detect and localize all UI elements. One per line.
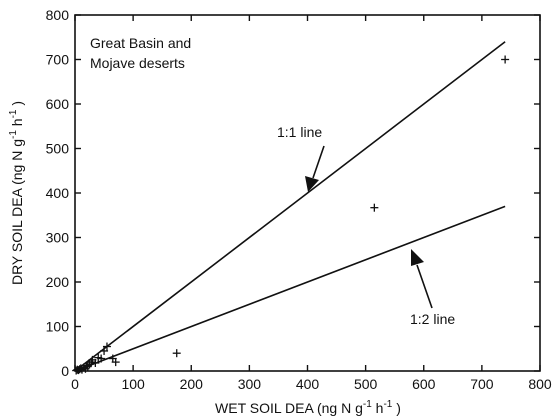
y-tick-label: 200 [46,274,70,290]
y-tick-label: 500 [46,141,70,157]
y-tick-label: 400 [46,185,70,201]
x-tick-label: 500 [354,376,378,392]
y-tick-label: 600 [46,96,70,112]
data-point [172,349,181,358]
data-points [72,55,510,375]
x-axis-title: WET SOIL DEA (ng N g-1 h-1 ) [215,399,401,416]
reference-lines [74,41,506,372]
data-point [370,203,379,212]
data-point [100,346,109,355]
x-tick-label: 200 [180,376,204,392]
data-point [97,354,106,363]
one-to-two-line-label: 1:2 line [410,311,455,327]
one-to-one-arrow [305,145,325,192]
region-annotation-line-2: Mojave deserts [90,55,185,71]
x-tick-label: 0 [71,376,79,392]
y-axis-title: DRY SOIL DEA (ng N g-1 h-1 ) [8,101,25,285]
data-point [111,358,120,367]
y-tick-label: 100 [46,319,70,335]
x-tick-label: 300 [238,376,262,392]
data-point [91,358,100,367]
x-axis-ticks: 0 100 200 300 400 500 600 700 800 [71,15,552,392]
y-tick-label: 0 [61,363,69,379]
x-tick-label: 400 [296,376,320,392]
y-tick-label: 800 [46,7,70,23]
region-annotation-line-1: Great Basin and [90,35,191,51]
x-tick-label: 600 [412,376,436,392]
one-to-two-line [74,205,506,372]
x-tick-label: 700 [470,376,494,392]
one-to-two-arrow [411,249,433,309]
data-point [102,342,111,351]
x-tick-label: 100 [121,376,145,392]
y-tick-label: 700 [46,52,70,68]
one-to-one-line-label: 1:1 line [277,124,322,140]
y-tick-label: 300 [46,230,70,246]
y-axis-ticks: 0 100 200 300 400 500 600 700 800 [46,7,540,379]
data-point [501,55,510,64]
one-to-one-line [74,41,506,372]
x-tick-label: 800 [528,376,552,392]
